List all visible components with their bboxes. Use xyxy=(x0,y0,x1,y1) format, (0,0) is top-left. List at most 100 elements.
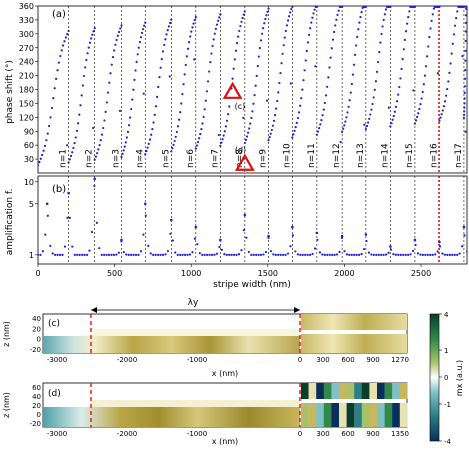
phase-point xyxy=(239,24,242,28)
amplification-point xyxy=(291,234,295,237)
phase-point xyxy=(215,23,219,26)
amplification-point xyxy=(407,253,410,256)
map-y-tick-label: 40 xyxy=(32,393,41,401)
amplification-point xyxy=(301,253,304,256)
phase-point xyxy=(165,33,168,36)
phase-point xyxy=(114,43,117,46)
amplification-point xyxy=(375,253,378,256)
phase-point xyxy=(144,21,147,24)
phase-point xyxy=(397,93,400,96)
amplification-peak xyxy=(45,202,49,206)
amplification-point xyxy=(389,248,393,251)
map-x-tick-label: 600 xyxy=(341,430,354,438)
phase-point xyxy=(194,15,197,19)
amplification-point xyxy=(110,253,113,256)
phase-point xyxy=(153,113,156,116)
phase-point xyxy=(136,53,139,56)
amplification-point xyxy=(103,253,106,256)
amplification-point xyxy=(240,249,243,252)
phase-point xyxy=(320,119,323,122)
phase-shift-panel: 30 60 90 120 150 180 210 240 270 300 330 360 n=1 n=2… xyxy=(5,2,468,174)
amplification-point xyxy=(98,247,101,250)
phase-point xyxy=(464,21,467,25)
map-d-cell xyxy=(384,403,393,427)
phase-point xyxy=(342,127,345,130)
phase-point xyxy=(257,55,260,58)
phase-point xyxy=(203,108,206,111)
amplification-peak xyxy=(462,225,466,229)
phase-point xyxy=(296,116,300,120)
map-d-cell xyxy=(308,403,317,427)
amplification-point xyxy=(41,250,45,253)
phase-point xyxy=(106,91,110,94)
phase-point xyxy=(287,15,291,18)
phase-point xyxy=(180,102,183,105)
phase-point xyxy=(204,99,207,102)
colorbar-label: mx (a.u.) xyxy=(455,360,464,396)
phase-point xyxy=(277,91,280,94)
phase-point xyxy=(93,27,96,30)
phase-point xyxy=(255,74,258,77)
phase-point xyxy=(116,34,119,37)
phase-point xyxy=(269,132,272,135)
amplification-point xyxy=(446,253,449,256)
amplification-point xyxy=(419,253,422,256)
resonance-label: n=14 xyxy=(380,143,390,168)
phase-point xyxy=(319,123,322,126)
phase-point xyxy=(190,30,193,33)
y-tick-label: 240 xyxy=(19,58,34,67)
phase-point xyxy=(53,87,56,90)
phase-point xyxy=(402,48,405,51)
phase-point xyxy=(135,60,138,63)
phase-point xyxy=(347,105,350,108)
phase-point xyxy=(233,58,236,61)
amplification-point xyxy=(245,236,248,239)
amplification-point xyxy=(313,247,317,250)
amplification-point xyxy=(174,251,177,254)
phase-point xyxy=(258,46,262,50)
phase-point xyxy=(146,146,149,149)
phase-point xyxy=(265,99,269,102)
phase-point xyxy=(208,70,211,73)
phase-point xyxy=(306,41,310,44)
phase-point xyxy=(161,50,165,53)
phase-point xyxy=(445,94,448,97)
phase-point xyxy=(72,146,75,150)
phase-point xyxy=(96,152,99,155)
phase-point xyxy=(373,88,376,91)
phase-point xyxy=(259,39,263,42)
amplification-point xyxy=(181,253,184,256)
phase-point xyxy=(327,76,330,79)
phase-point xyxy=(231,77,234,80)
map-d-cell xyxy=(369,383,378,399)
map-c-z-label: z (nm) xyxy=(2,321,11,347)
phase-point xyxy=(464,68,467,72)
phase-point xyxy=(464,14,467,17)
amplification-point xyxy=(424,253,427,256)
phase-point xyxy=(345,116,348,119)
lambda-arrow-right-head xyxy=(294,307,300,313)
phase-point xyxy=(256,64,259,68)
amplification-point xyxy=(409,253,412,256)
phase-point xyxy=(93,158,96,161)
amplification-point xyxy=(213,253,216,256)
phase-point xyxy=(294,126,297,129)
phase-point xyxy=(130,107,133,111)
phase-point xyxy=(176,125,180,128)
amplification-point xyxy=(365,239,368,243)
phase-point xyxy=(464,59,467,62)
phase-point xyxy=(289,82,292,85)
amplification-point xyxy=(362,247,366,251)
panel-a-label: (a) xyxy=(52,9,66,20)
x-tick-label: 1500 xyxy=(258,269,278,278)
colorbar-tick-label: 0 xyxy=(444,374,448,382)
amplification-point xyxy=(335,253,339,256)
phase-point xyxy=(49,116,52,119)
phase-point xyxy=(174,135,177,138)
phase-point xyxy=(201,122,204,125)
marker-c-label: (c) xyxy=(235,102,246,111)
map-x-tick-label: 1350 xyxy=(391,430,409,438)
lambda-arrow-left-head xyxy=(91,307,97,313)
phase-point xyxy=(173,139,176,143)
